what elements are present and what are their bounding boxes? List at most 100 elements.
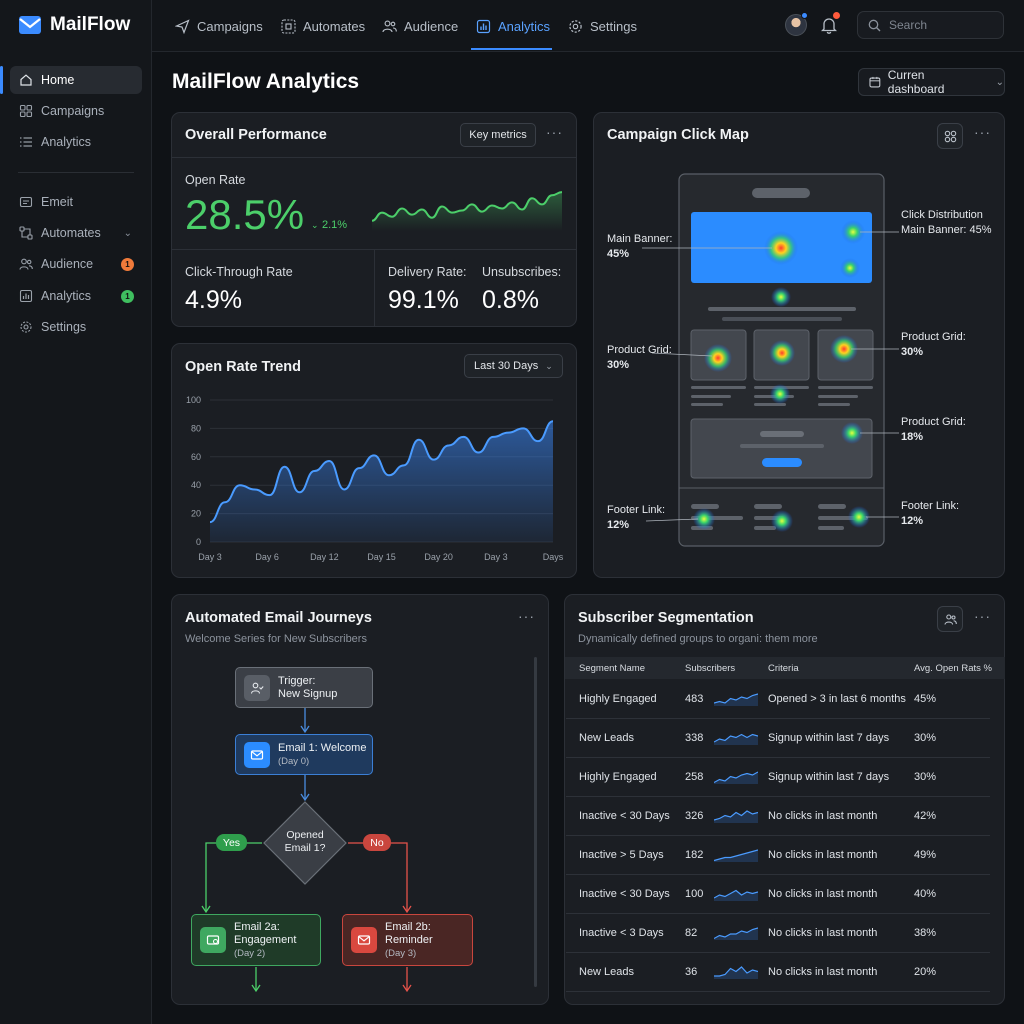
x-tick-label: Day 6 bbox=[255, 552, 279, 562]
table-cell-name: Highly Engaged bbox=[579, 693, 657, 705]
date-range-select[interactable]: Last 30 Days ⌄ bbox=[464, 354, 563, 378]
app-logo[interactable]: MailFlow bbox=[18, 14, 130, 36]
tab-label: Settings bbox=[590, 18, 637, 34]
table-row[interactable]: New Leads 36 No clicks in last month 20% bbox=[566, 953, 990, 992]
notification-dot bbox=[833, 12, 840, 19]
dashboard-select-value: Curren dashboard bbox=[887, 68, 945, 96]
table-cell-name: Inactive > 5 Days bbox=[579, 849, 664, 861]
chevron-down-icon: ⌄ bbox=[995, 76, 1004, 88]
sidebar: MailFlow Home Campaigns Analytics Emeit … bbox=[0, 0, 152, 1024]
delivery-rate-label: Delivery Rate: bbox=[388, 265, 467, 279]
expand-button[interactable] bbox=[937, 123, 963, 149]
flow-icon bbox=[19, 226, 33, 240]
sidebar-item-label: Audience bbox=[41, 257, 94, 271]
y-tick-label: 20 bbox=[191, 509, 201, 519]
gear-icon bbox=[569, 19, 582, 33]
sidebar-item-automates[interactable]: Automates ⌄ bbox=[10, 219, 142, 247]
email-2b-node[interactable]: Email 2b: Reminder (Day 3) bbox=[342, 914, 473, 966]
column-header[interactable]: Criteria bbox=[768, 663, 799, 674]
more-options-icon[interactable]: ··· bbox=[546, 124, 563, 140]
segment-table-header: Segment Name Subscribers Criteria Avg. O… bbox=[565, 657, 1005, 679]
sidebar-item-audience[interactable]: Audience 1 bbox=[10, 250, 142, 278]
engagement-mail-icon bbox=[200, 927, 226, 953]
card-title: Overall Performance bbox=[185, 127, 327, 143]
dashboard-select[interactable]: Curren dashboard ⌄ bbox=[858, 68, 1005, 96]
user-avatar[interactable] bbox=[785, 14, 807, 36]
segment-users-button[interactable] bbox=[937, 606, 963, 632]
more-options-icon[interactable]: ··· bbox=[974, 124, 991, 140]
open-rate-label: Open Rate bbox=[185, 173, 246, 187]
table-cell-criteria: No clicks in last month bbox=[768, 927, 878, 939]
overall-performance-card: Overall Performance Key metrics ··· Open… bbox=[171, 112, 577, 327]
table-cell-name: Inactive < 30 Days bbox=[579, 810, 670, 822]
users-icon bbox=[382, 20, 397, 32]
sparkline-area bbox=[372, 192, 562, 231]
table-row[interactable]: New Leads 338 Signup within last 7 days 30% bbox=[566, 719, 990, 758]
x-tick-label: Days bbox=[543, 552, 564, 562]
table-cell-criteria: No clicks in last month bbox=[768, 810, 878, 822]
table-cell-rate: 30% bbox=[914, 771, 937, 783]
table-row[interactable]: Inactive > 5 Days 182 No clicks in last mo… bbox=[566, 836, 990, 875]
email-1-node[interactable]: Email 1: Welcome (Day 0) bbox=[235, 734, 373, 775]
email-2a-node[interactable]: Email 2a: Engagement (Day 2) bbox=[191, 914, 321, 966]
sidebar-item-label: Analytics bbox=[41, 289, 92, 303]
trend-area bbox=[210, 421, 553, 542]
more-options-icon[interactable]: ··· bbox=[518, 608, 535, 624]
card-title: Campaign Click Map bbox=[607, 127, 749, 143]
table-row[interactable]: Inactive < 30 Days 326 No clicks in last m… bbox=[566, 797, 990, 836]
card-title: Open Rate Trend bbox=[185, 359, 302, 375]
open-rate-trend-card: Open Rate Trend Last 30 Days ⌄ 0 20 40 60 80… bbox=[171, 343, 577, 578]
column-header[interactable]: Subscribers bbox=[685, 663, 736, 674]
row-sparkline bbox=[714, 849, 758, 862]
tab-campaigns[interactable]: Campaigns bbox=[175, 0, 263, 52]
table-row[interactable]: Highly Engaged 483 Opened > 3 in last 6 mo… bbox=[566, 680, 990, 719]
app-name: MailFlow bbox=[50, 14, 131, 35]
table-row[interactable]: Highly Engaged 258 Signup within last 7 da… bbox=[566, 758, 990, 797]
tab-label: Analytics bbox=[498, 18, 551, 34]
table-row[interactable]: Inactive < 30 Days 100 No clicks in last m… bbox=[566, 875, 990, 914]
trend-down-icon: ⌄ bbox=[311, 220, 319, 230]
sidebar-item-email[interactable]: Emeit bbox=[10, 188, 142, 216]
table-cell-criteria: No clicks in last month bbox=[768, 888, 878, 900]
heatmap-label-main-banner: Main Banner: 45% bbox=[607, 233, 673, 260]
chevron-down-icon[interactable]: ⌄ bbox=[123, 227, 132, 239]
notification-badge: 1 bbox=[121, 257, 134, 271]
search-box[interactable] bbox=[857, 11, 1004, 39]
scrollbar[interactable] bbox=[534, 657, 537, 987]
table-cell-subs: 100 bbox=[685, 888, 704, 900]
row-sparkline bbox=[714, 966, 758, 979]
bell-icon[interactable] bbox=[821, 16, 837, 34]
active-nav-indicator bbox=[0, 66, 3, 94]
table-cell-subs: 258 bbox=[685, 771, 704, 783]
tab-automates[interactable]: Automates bbox=[281, 0, 365, 52]
unsubscribes-value: 0.8% bbox=[482, 286, 539, 314]
sidebar-item-analytics[interactable]: Analytics bbox=[10, 128, 142, 156]
trigger-node[interactable]: Trigger: New Signup bbox=[235, 667, 373, 708]
key-metrics-button[interactable]: Key metrics bbox=[460, 123, 536, 147]
email-2a-delay: (Day 2) bbox=[234, 947, 266, 959]
card-divider bbox=[172, 249, 576, 250]
table-cell-name: New Leads bbox=[579, 732, 635, 744]
sidebar-item-label: Settings bbox=[41, 320, 87, 334]
search-input[interactable] bbox=[889, 18, 989, 32]
decision-node[interactable]: Opened Email 1? bbox=[275, 829, 335, 855]
more-options-icon[interactable]: ··· bbox=[974, 608, 991, 624]
sidebar-item-settings[interactable]: Settings bbox=[10, 313, 142, 341]
column-header[interactable]: Segment Name bbox=[579, 663, 646, 674]
sidebar-item-home[interactable]: Home bbox=[10, 66, 142, 94]
table-cell-name: New Leads bbox=[579, 966, 635, 978]
grid-icon bbox=[944, 130, 956, 142]
column-header[interactable]: Avg. Open Rats % bbox=[914, 663, 992, 674]
tab-settings[interactable]: Settings bbox=[568, 0, 637, 52]
ctr-value: 4.9% bbox=[185, 286, 242, 314]
tab-analytics[interactable]: Analytics bbox=[476, 0, 550, 52]
tab-audience[interactable]: Audience bbox=[382, 0, 458, 52]
sidebar-item-analytics-2[interactable]: Analytics 1 bbox=[10, 282, 142, 310]
table-cell-rate: 38% bbox=[914, 927, 937, 939]
heatmap-label-click-distribution: Click Distribution Main Banner: 45% bbox=[901, 209, 992, 236]
metric-divider bbox=[374, 250, 375, 326]
table-row[interactable]: Inactive < 3 Days 82 No clicks in last mon… bbox=[566, 914, 990, 953]
online-status-dot bbox=[801, 12, 808, 19]
sidebar-item-campaigns[interactable]: Campaigns bbox=[10, 97, 142, 125]
table-cell-rate: 45% bbox=[914, 693, 937, 705]
